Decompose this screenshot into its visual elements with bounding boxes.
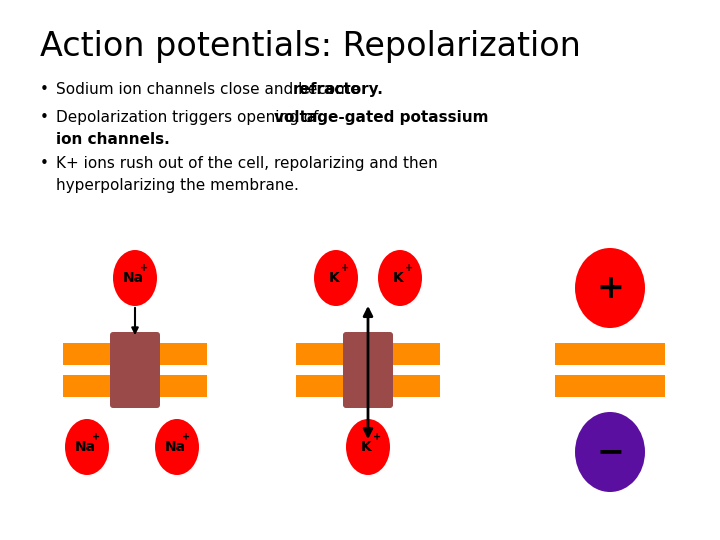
Bar: [555, 375, 665, 397]
Text: −: −: [596, 435, 624, 469]
Ellipse shape: [155, 419, 199, 475]
Text: Depolarization triggers opening of: Depolarization triggers opening of: [56, 110, 323, 125]
Bar: [296, 343, 440, 365]
Ellipse shape: [65, 419, 109, 475]
Text: K: K: [361, 440, 372, 454]
Text: •: •: [40, 82, 49, 97]
FancyBboxPatch shape: [343, 332, 393, 408]
Bar: [63, 343, 207, 365]
Text: •: •: [40, 110, 49, 125]
Bar: [296, 375, 440, 397]
Bar: [555, 343, 665, 365]
Text: Na: Na: [164, 440, 186, 454]
Text: Action potentials: Repolarization: Action potentials: Repolarization: [40, 30, 581, 63]
Text: K: K: [328, 271, 339, 285]
Text: K+ ions rush out of the cell, repolarizing and then: K+ ions rush out of the cell, repolarizi…: [56, 156, 438, 171]
Text: hyperpolarizing the membrane.: hyperpolarizing the membrane.: [56, 178, 299, 193]
Ellipse shape: [346, 419, 390, 475]
Text: +: +: [92, 432, 100, 442]
Text: +: +: [341, 263, 349, 273]
Ellipse shape: [575, 248, 645, 328]
Bar: [63, 375, 207, 397]
Text: ion channels.: ion channels.: [56, 132, 170, 147]
Text: Na: Na: [122, 271, 143, 285]
Text: +: +: [140, 263, 148, 273]
Ellipse shape: [575, 412, 645, 492]
Ellipse shape: [314, 250, 358, 306]
Ellipse shape: [378, 250, 422, 306]
Text: K: K: [392, 271, 403, 285]
Text: •: •: [40, 156, 49, 171]
Text: Sodium ion channels close and become: Sodium ion channels close and become: [56, 82, 364, 97]
Text: +: +: [373, 432, 381, 442]
Text: voltage-gated potassium: voltage-gated potassium: [274, 110, 488, 125]
Text: +: +: [182, 432, 190, 442]
Text: refractory.: refractory.: [293, 82, 384, 97]
FancyBboxPatch shape: [110, 332, 160, 408]
Text: +: +: [405, 263, 413, 273]
Text: Na: Na: [74, 440, 96, 454]
Text: +: +: [596, 272, 624, 305]
Ellipse shape: [113, 250, 157, 306]
